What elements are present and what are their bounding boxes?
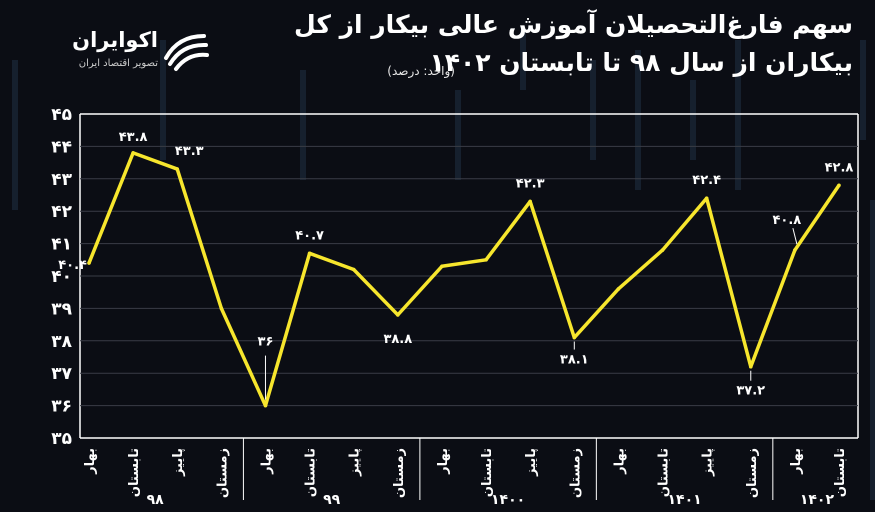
logo-tagline: تصویر اقتصاد ایران: [78, 58, 158, 69]
data-point: [87, 261, 91, 265]
data-point: [131, 151, 135, 155]
y-tick-label: ۴۵: [51, 105, 72, 125]
data-point: [572, 335, 577, 340]
chart-title-line1: سهم فارغ‌التحصیلان آموزش عالی بیکار از ک…: [294, 10, 853, 39]
x-tick-label: تابستان: [657, 448, 672, 497]
y-tick-label: ۴۳: [51, 170, 72, 190]
x-tick-label: زمستان: [392, 448, 407, 498]
data-point: [660, 248, 665, 252]
year-group-label: ۹۹: [323, 492, 341, 508]
label-leader-line: [792, 227, 798, 245]
logo-name: اکوایران: [72, 28, 158, 52]
data-label: ۴۰.۷: [295, 228, 324, 243]
x-tick-label: بهار: [83, 448, 98, 475]
x-tick-label: تابستان: [833, 448, 848, 497]
data-point: [307, 251, 312, 256]
data-point: [351, 267, 356, 272]
data-point: [440, 264, 444, 269]
ecoiran-stripes-icon: [164, 34, 209, 71]
data-point: [219, 306, 224, 311]
year-group-label: ۱۴۰۰: [491, 492, 525, 508]
x-tick-label: بهار: [789, 448, 804, 475]
data-label: ۴۳.۸: [119, 130, 148, 145]
y-tick-label: ۳۶: [51, 397, 72, 417]
data-label: ۳۸.۸: [383, 332, 412, 347]
data-point: [616, 287, 621, 291]
year-group-label: ۹۸: [147, 492, 165, 508]
y-tick-label: ۴۱: [51, 235, 72, 255]
background-bar: [690, 80, 696, 160]
y-tick-label: ۳۹: [51, 299, 72, 319]
x-tick-label: بهار: [259, 448, 274, 475]
background-bar: [870, 200, 875, 500]
data-label: ۳۶: [258, 335, 274, 350]
background-bar: [860, 40, 866, 140]
x-tick-label: تابستان: [304, 448, 319, 497]
x-tick-label: تابستان: [480, 448, 495, 497]
data-point: [396, 313, 400, 317]
data-label: ۴۲.۸: [825, 160, 854, 175]
data-point: [528, 199, 532, 204]
data-label: ۳۷.۲: [736, 384, 765, 399]
x-tick-label: پاییز: [701, 448, 716, 477]
data-point: [263, 403, 268, 408]
background-bar: [300, 70, 306, 180]
data-label: ۴۰.۴: [58, 258, 87, 273]
x-tick-label: پاییز: [524, 448, 539, 477]
background-bar: [455, 90, 461, 180]
brand-logo: اکوایران تصویر اقتصاد ایران: [14, 22, 214, 82]
data-point: [704, 196, 709, 201]
background-bar: [635, 50, 641, 190]
chart-title-line2: بیکاران از سال ۹۸ تا تابستان ۱۴۰۲: [429, 48, 853, 77]
data-label: ۴۲.۳: [516, 176, 545, 191]
y-tick-label: ۴۴: [51, 137, 72, 157]
y-tick-label: ۳۷: [51, 364, 72, 384]
background-bar: [590, 60, 596, 160]
y-tick-label: ۳۵: [51, 429, 72, 449]
x-tick-label: زمستان: [745, 448, 760, 498]
x-tick-label: زمستان: [568, 448, 583, 498]
data-label: ۴۰.۸: [773, 213, 802, 228]
year-group-label: ۱۴۰۱: [667, 492, 701, 508]
data-point: [793, 248, 797, 252]
y-tick-label: ۴۰: [51, 267, 72, 287]
data-point: [748, 364, 753, 369]
background-bar: [520, 30, 526, 90]
data-point: [837, 183, 841, 188]
unit-note: (واحد: درصد): [387, 64, 455, 78]
background-bar: [160, 40, 166, 160]
y-tick-label: ۴۲: [51, 202, 72, 222]
data-point: [175, 167, 180, 171]
data-point: [484, 258, 488, 262]
data-label: ۳۸.۱: [560, 353, 589, 368]
x-tick-label: بهار: [612, 448, 627, 475]
x-tick-label: زمستان: [215, 448, 230, 498]
x-tick-label: پاییز: [348, 448, 363, 477]
y-tick-label: ۳۸: [51, 332, 72, 352]
background-bar: [12, 60, 18, 210]
data-label: ۴۲.۴: [692, 173, 721, 188]
series-line: [87, 151, 841, 408]
x-tick-label: تابستان: [127, 448, 142, 497]
x-tick-label: پاییز: [171, 448, 186, 477]
data-label: ۴۳.۳: [175, 144, 204, 159]
year-group-label: ۱۴۰۲: [800, 492, 835, 508]
x-tick-label: بهار: [436, 448, 451, 475]
background-bar: [735, 40, 741, 190]
